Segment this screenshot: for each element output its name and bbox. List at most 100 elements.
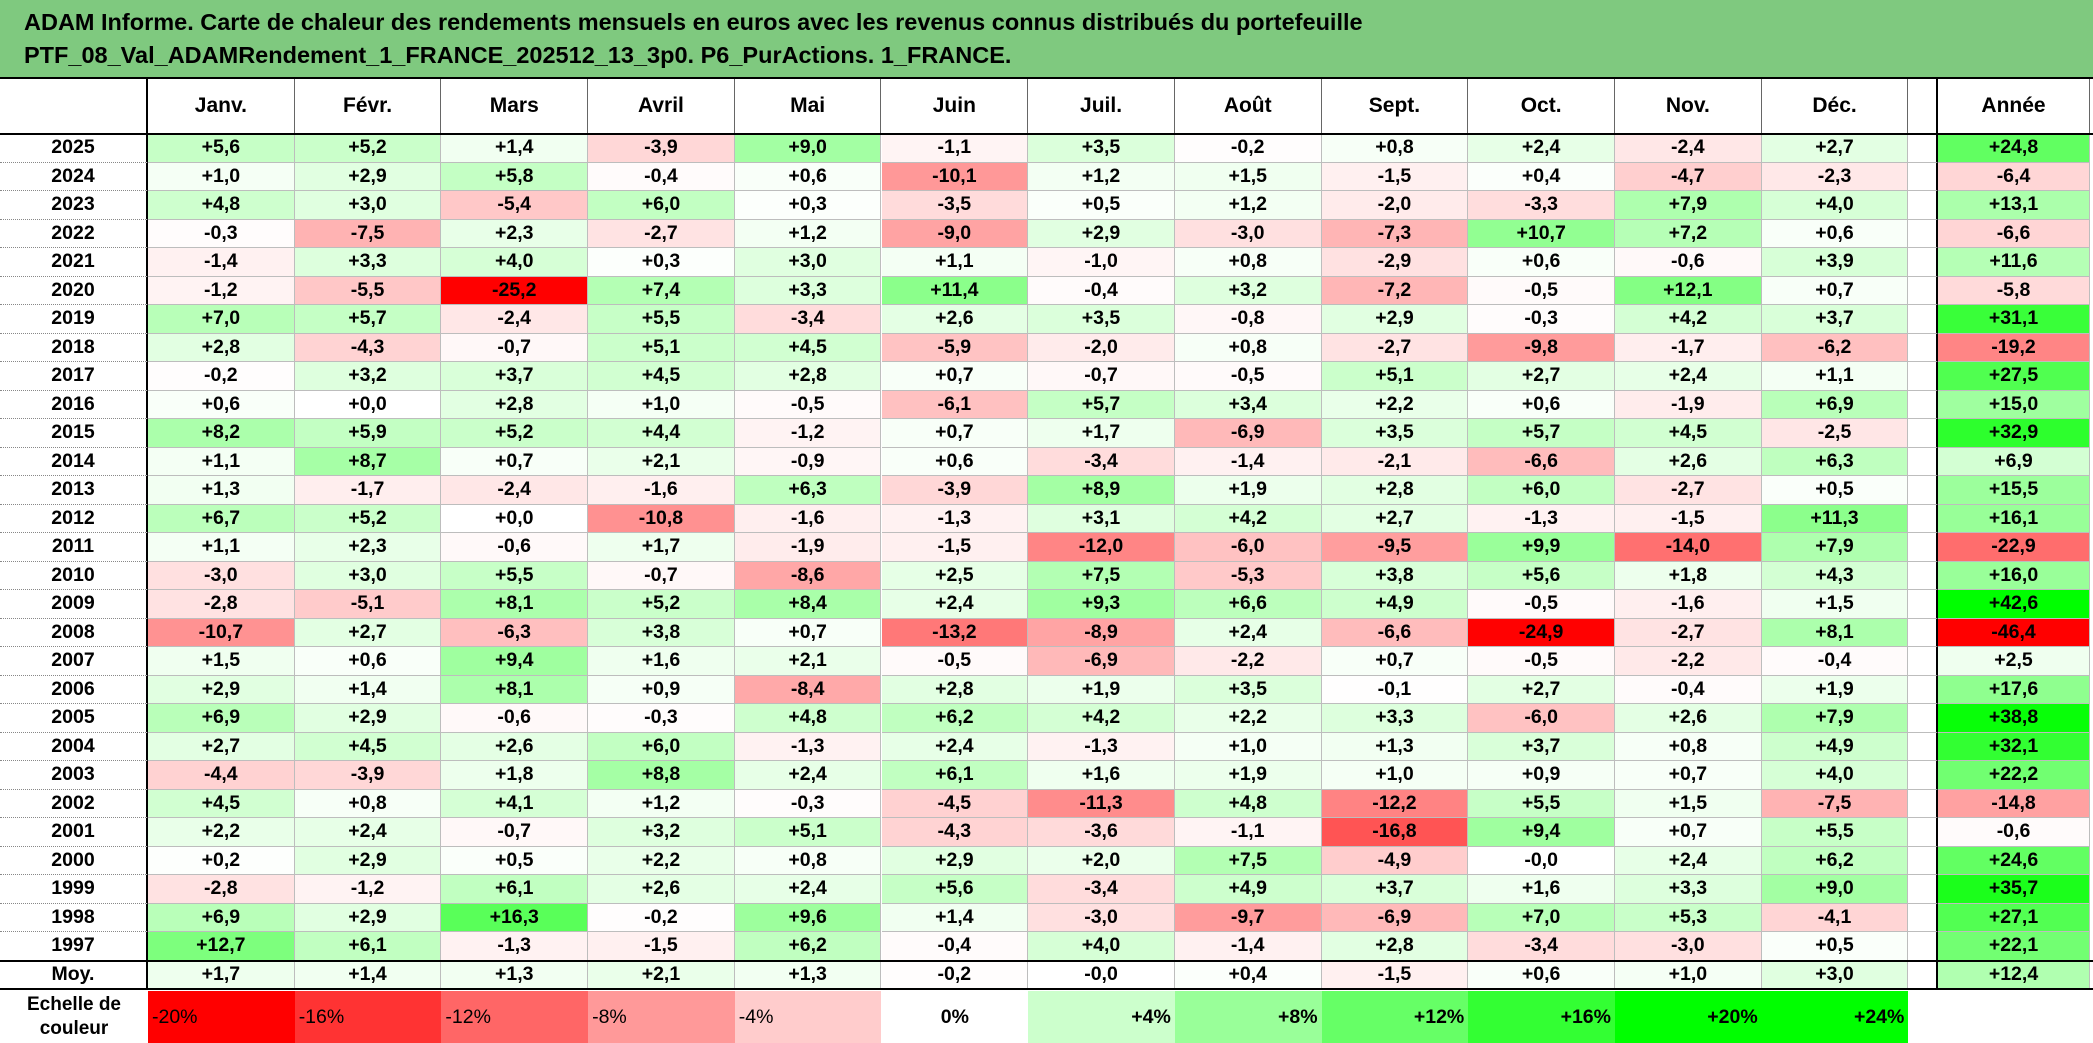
heatmap-cell: +6,0 [588,191,735,220]
heatmap-cell: -12,0 [1028,533,1175,562]
color-scale-step: -20% [148,991,295,1043]
year-label: 2023 [0,191,148,220]
heatmap-cell: +11,4 [881,276,1029,305]
heatmap-cell: -16,8 [1321,818,1469,847]
heatmap-cell: +2,9 [1321,305,1469,334]
heatmap-cell: +0,6 [1468,248,1615,277]
heatmap-cell: -6,9 [1028,647,1175,676]
color-scale-step: -8% [588,991,735,1043]
heatmap-cell: +1,4 [294,675,442,704]
heatmap-cell: +11,3 [1761,504,1909,533]
row-spacer [1908,191,1938,220]
year-label: 2017 [0,362,148,391]
heatmap-cell: +0,9 [1468,761,1615,790]
heatmap-cell: +4,5 [148,789,295,818]
heatmap-cell: +3,1 [1028,504,1175,533]
heatmap-cell: +4,0 [1761,191,1909,220]
rule-line [0,988,2093,990]
heatmap-cell: +8,8 [588,761,735,790]
heatmap-cell: +4,2 [1174,504,1322,533]
heatmap-cell: +4,2 [1028,704,1175,733]
heatmap-cell: -6,1 [881,390,1029,419]
column-header: Oct. [1468,77,1615,134]
annual-cell: -14,8 [1938,789,2090,818]
heatmap-cell: +4,0 [441,248,589,277]
heatmap-cell: -1,5 [1321,162,1469,191]
heatmap-cell: -4,7 [1615,162,1762,191]
heatmap-cell: +5,7 [1028,390,1175,419]
year-label: 2007 [0,647,148,676]
heatmap-cell: +2,6 [441,732,589,761]
heatmap-cell: +0,2 [148,846,295,875]
heatmap-cell: +1,5 [1174,162,1322,191]
heatmap-cell: -3,3 [1468,191,1615,220]
heatmap-cell: +5,6 [148,134,295,163]
heatmap-cell: +3,5 [1174,675,1322,704]
heatmap-cell: -2,4 [441,476,589,505]
heatmap-cell: +1,2 [1174,191,1322,220]
heatmap-cell: -1,6 [1615,590,1762,619]
heatmap-cell: +6,1 [441,875,589,904]
heatmap-cell: +1,7 [1028,419,1175,448]
heatmap-cell: +2,8 [734,362,882,391]
heatmap-cell: +2,9 [294,903,442,932]
heatmap-cell: +1,6 [1468,875,1615,904]
heatmap-cell: -0,7 [441,818,589,847]
heatmap-cell: -0,5 [881,647,1029,676]
heatmap-cell: +8,1 [441,590,589,619]
row-spacer [1908,333,1938,362]
row-spacer [1908,903,1938,932]
heatmap-cell: +4,0 [1761,761,1909,790]
heatmap-cell: +5,7 [294,305,442,334]
heatmap-cell: +1,4 [441,134,589,163]
heatmap-cell: -6,0 [1174,533,1322,562]
heatmap-cell: +5,8 [441,162,589,191]
heatmap-cell: +9,4 [1468,818,1615,847]
heatmap-cell: -4,5 [881,789,1029,818]
heatmap-cell: +3,2 [588,818,735,847]
heatmap-cell: +3,0 [734,248,882,277]
heatmap-cell: +2,4 [881,732,1029,761]
heatmap-cell: +4,5 [1615,419,1762,448]
heatmap-cell: -3,4 [734,305,882,334]
heatmap-cell: +0,7 [1761,276,1909,305]
annual-cell: +11,6 [1938,248,2090,277]
heatmap-cell: +2,8 [148,333,295,362]
heatmap-cell: +1,5 [1615,789,1762,818]
heatmap-cell: -5,9 [881,333,1029,362]
heatmap-cell: -25,2 [441,276,589,305]
heatmap-cell: +0,8 [1174,248,1322,277]
color-scale-step: -12% [441,991,589,1043]
heatmap-cell: +9,9 [1468,533,1615,562]
heatmap-cell: -1,3 [441,932,589,961]
average-cell: +2,1 [588,960,735,989]
heatmap-cell: +2,6 [1615,704,1762,733]
annual-cell: +24,6 [1938,846,2090,875]
heatmap-cell: +6,6 [1174,590,1322,619]
year-label: 2012 [0,504,148,533]
heatmap-cell: -0,3 [588,704,735,733]
average-cell: +1,3 [441,960,589,989]
color-scale-step: +12% [1321,991,1469,1043]
heatmap-cell: -3,9 [294,761,442,790]
heatmap-cell: -6,9 [1321,903,1469,932]
heatmap-cell: +12,1 [1615,276,1762,305]
heatmap-cell: -0,2 [1174,134,1322,163]
heatmap-cell: +0,6 [881,447,1029,476]
heatmap-cell: +2,4 [1615,362,1762,391]
heatmap-cell: +3,2 [1174,276,1322,305]
year-label: 2019 [0,305,148,334]
heatmap-cell: -4,3 [294,333,442,362]
column-header: Avril [588,77,735,134]
row-spacer [1908,647,1938,676]
heatmap-cell: +2,7 [1468,362,1615,391]
heatmap-cell: -3,4 [1028,447,1175,476]
annual-cell: -19,2 [1938,333,2090,362]
row-spacer [1908,419,1938,448]
row-spacer [1908,590,1938,619]
heatmap-cell: -10,1 [881,162,1029,191]
heatmap-cell: +2,8 [1321,476,1469,505]
heatmap-cell: -0,4 [1761,647,1909,676]
heatmap-cell: +8,1 [1761,618,1909,647]
heatmap-cell: -0,2 [588,903,735,932]
